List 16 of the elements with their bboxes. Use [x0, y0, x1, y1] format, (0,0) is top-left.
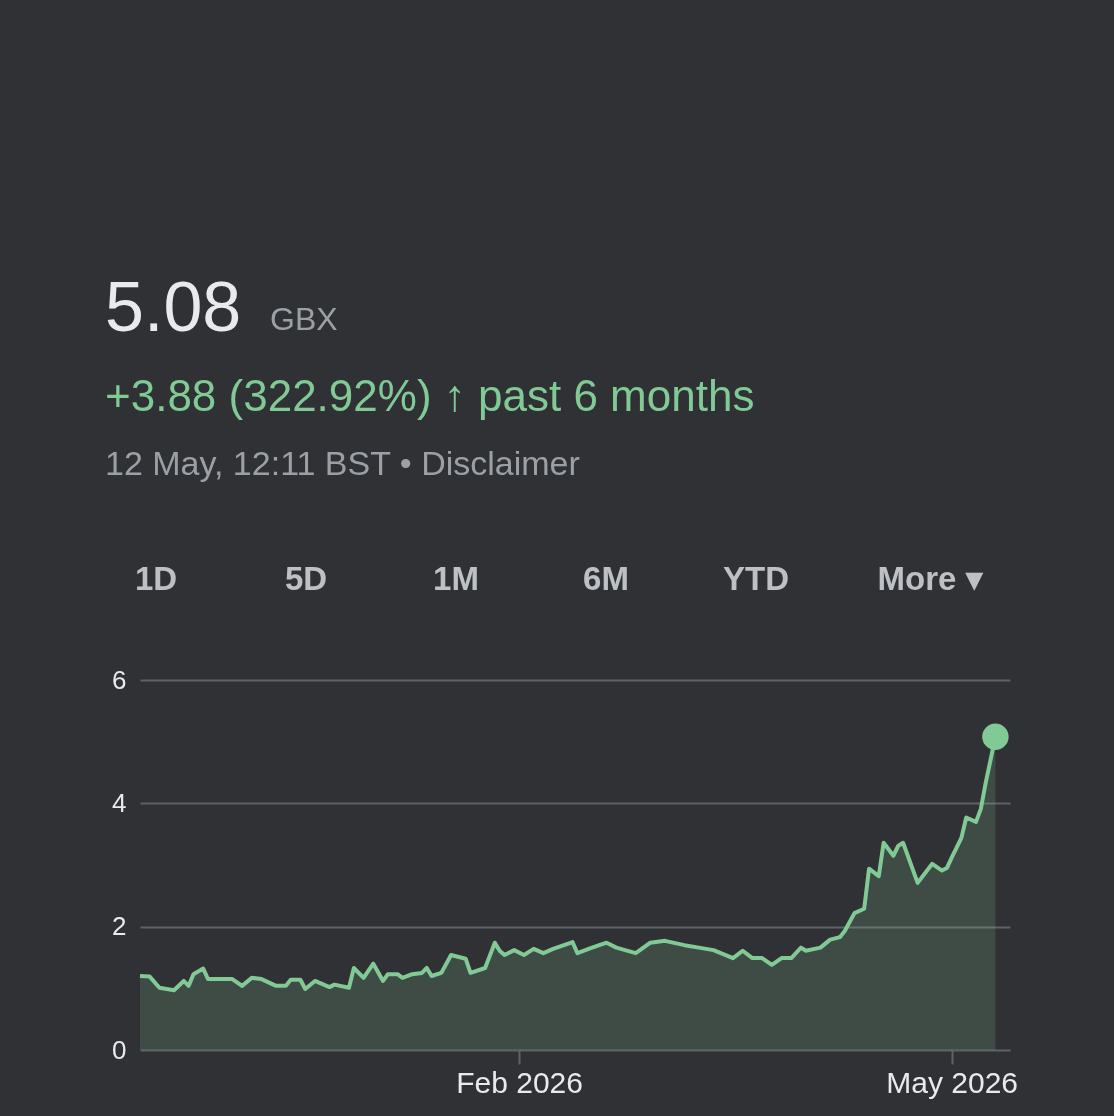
text: 12 May, 12:11 BST • Disclaimer: [105, 444, 580, 482]
text: 1D: [134, 560, 178, 597]
y-tick-label: 4: [112, 787, 127, 818]
x-tick-label: Feb 2026: [456, 1065, 583, 1099]
text: YTD: [723, 560, 789, 597]
text: GBX: [270, 301, 338, 337]
y-tick-label: 2: [112, 911, 127, 942]
y-tick-label: 0: [112, 1034, 127, 1065]
x-tick-label: May 2026: [886, 1065, 1019, 1099]
text: +3.88 (322.92%) ↑ past 6 months: [105, 371, 755, 420]
text: 5D: [284, 560, 328, 597]
y-tick-label: 6: [112, 664, 127, 695]
text: More ▾: [877, 560, 984, 597]
chart-title: 5.08: [105, 268, 242, 346]
text: 1M: [433, 560, 479, 597]
text: 6M: [583, 560, 629, 597]
